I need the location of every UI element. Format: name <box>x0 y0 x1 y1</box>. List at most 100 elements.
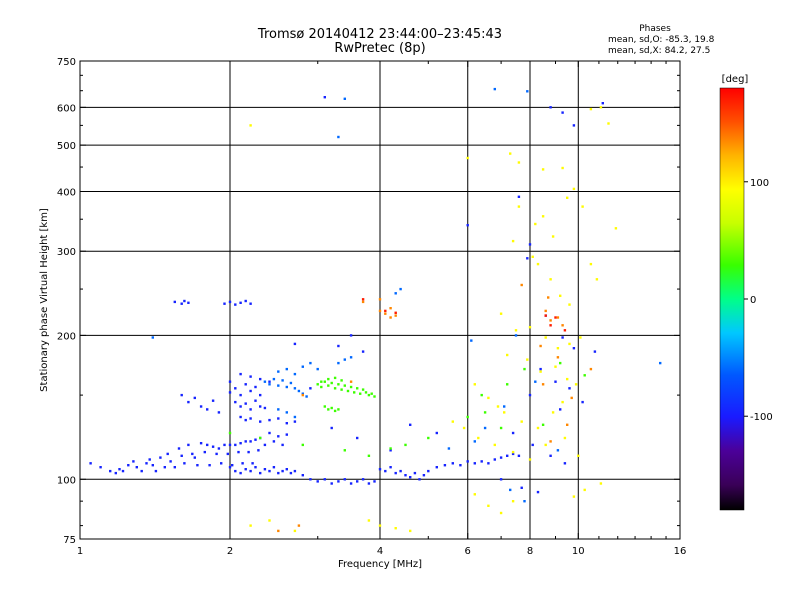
data-point <box>556 347 560 350</box>
data-point <box>239 471 242 475</box>
data-point <box>349 380 353 383</box>
data-point <box>551 411 555 414</box>
data-point <box>563 329 567 332</box>
data-point <box>285 385 288 389</box>
data-point <box>389 316 392 319</box>
data-point <box>337 408 340 411</box>
data-point <box>259 377 262 381</box>
data-point <box>503 411 506 414</box>
data-point <box>277 471 280 475</box>
data-point <box>263 468 267 471</box>
data-point <box>361 388 365 391</box>
axis-ticks: 1 2 4 6 8 10 16 75 100 200 300 400 500 600 750 <box>57 57 686 557</box>
data-point <box>340 379 343 382</box>
data-point <box>333 409 337 413</box>
data-point <box>473 462 476 465</box>
data-point <box>389 466 392 469</box>
data-point <box>361 478 365 481</box>
data-point <box>239 405 242 408</box>
data-point <box>89 462 92 465</box>
data-point <box>367 454 371 457</box>
data-point <box>249 440 252 443</box>
data-point <box>511 431 515 435</box>
data-point <box>259 393 262 397</box>
data-point <box>561 336 564 339</box>
data-point <box>349 482 353 485</box>
data-point <box>285 411 288 414</box>
data-point <box>517 205 521 208</box>
data-point <box>422 474 426 477</box>
data-point <box>389 449 392 452</box>
data-point <box>595 278 599 281</box>
data-point <box>536 426 540 430</box>
data-point <box>511 450 515 454</box>
data-point <box>151 464 154 467</box>
data-point <box>223 302 226 305</box>
data-point <box>539 367 542 371</box>
data-point <box>293 372 297 376</box>
y-tick-label: 500 <box>57 141 76 152</box>
data-point <box>466 460 469 463</box>
data-point <box>289 381 293 385</box>
data-point <box>364 391 368 394</box>
data-point <box>206 443 209 447</box>
data-point <box>323 96 326 99</box>
data-point <box>337 383 340 386</box>
data-point <box>483 426 487 430</box>
grid-lines <box>80 61 680 539</box>
data-point <box>572 495 576 498</box>
data-point <box>166 452 169 456</box>
data-point <box>293 387 297 390</box>
data-point <box>272 466 276 469</box>
data-point <box>249 375 252 378</box>
data-point <box>285 367 288 371</box>
data-point <box>514 334 518 337</box>
data-point <box>581 400 584 404</box>
data-point <box>159 456 162 459</box>
data-point <box>539 344 542 348</box>
data-point <box>523 367 526 371</box>
data-point <box>394 311 397 314</box>
y-tick-label: 75 <box>63 535 76 546</box>
data-point <box>121 469 125 473</box>
data-point <box>277 529 280 533</box>
data-point <box>493 443 496 447</box>
data-point <box>566 377 569 381</box>
data-point <box>333 376 337 380</box>
data-point <box>215 452 218 456</box>
data-point <box>520 283 523 287</box>
data-point <box>173 300 176 304</box>
data-point <box>187 301 190 304</box>
data-point <box>561 111 564 114</box>
data-point <box>541 168 545 171</box>
data-point <box>493 458 496 461</box>
data-point <box>499 478 503 481</box>
data-point <box>211 445 215 448</box>
y-tick-label: 200 <box>57 331 76 342</box>
data-point <box>220 462 223 465</box>
data-point <box>148 458 151 461</box>
data-point <box>268 431 271 435</box>
data-point <box>389 307 392 310</box>
data-point <box>169 460 172 463</box>
y-axis-label: Stationary phase Virtual Height [km] <box>39 208 50 392</box>
data-point <box>503 405 506 408</box>
data-point <box>293 469 297 473</box>
data-point <box>206 408 209 411</box>
colorbar-unit: [deg] <box>722 74 749 85</box>
data-point <box>378 468 382 471</box>
x-tick-label: 8 <box>527 546 533 557</box>
data-point <box>180 302 183 305</box>
data-point <box>487 504 490 507</box>
data-point <box>384 309 387 313</box>
data-point <box>337 361 340 365</box>
data-point <box>413 471 417 475</box>
data-point <box>384 312 387 315</box>
colorbar-tick-label: 0 <box>750 295 756 306</box>
data-point <box>132 460 135 463</box>
data-point <box>343 478 346 481</box>
data-point <box>239 393 242 397</box>
data-point <box>309 387 312 390</box>
data-point <box>249 524 252 527</box>
data-point <box>599 482 603 485</box>
